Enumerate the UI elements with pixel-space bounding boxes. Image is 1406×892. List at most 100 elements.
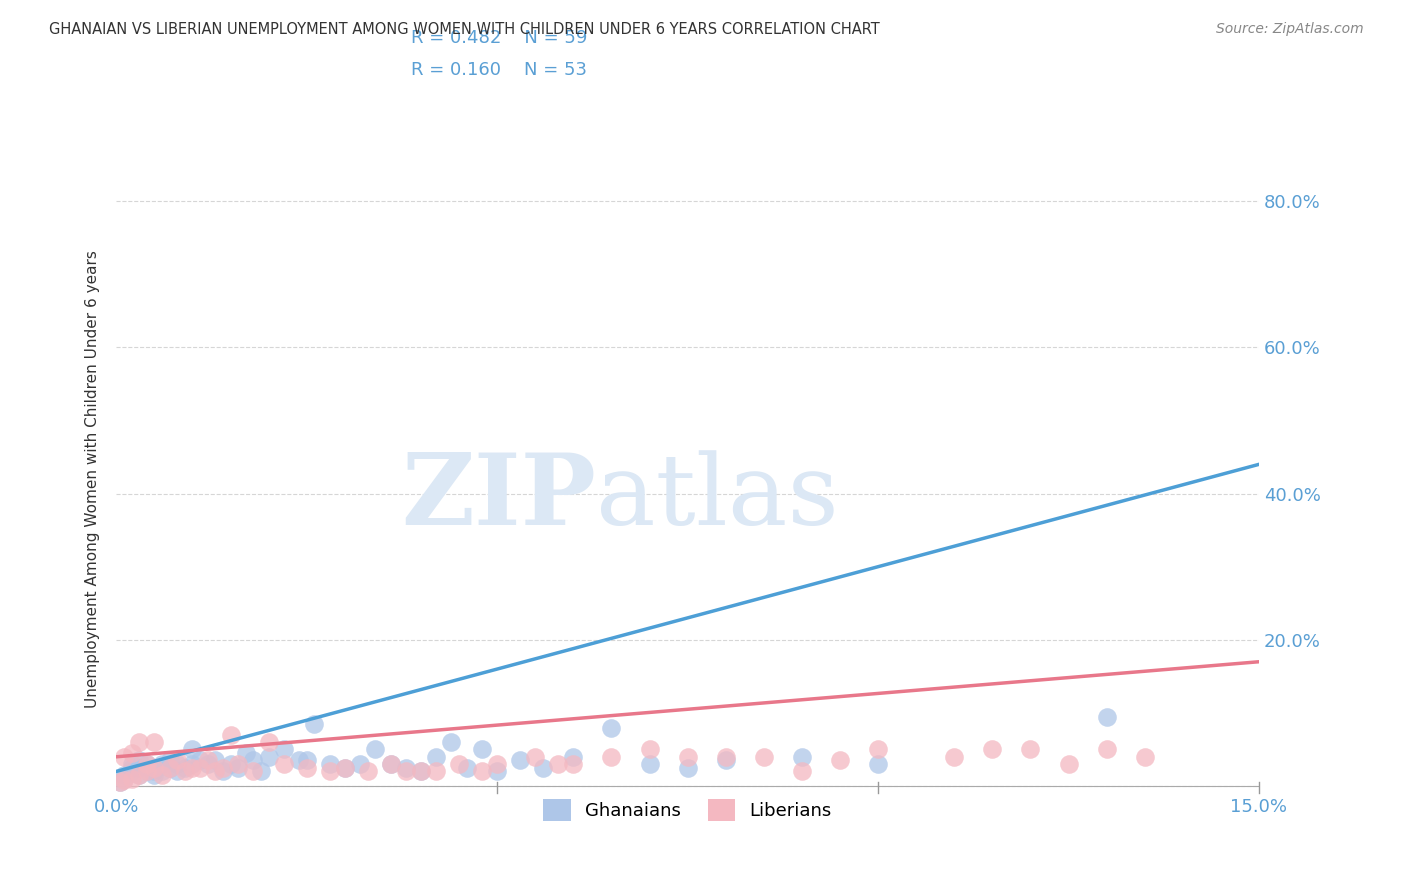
Point bbox=[333, 761, 356, 775]
Point bbox=[1095, 709, 1118, 723]
Point bbox=[531, 761, 554, 775]
Point bbox=[242, 764, 264, 779]
Point bbox=[212, 764, 235, 779]
Point bbox=[226, 761, 249, 775]
Point bbox=[349, 757, 371, 772]
Point bbox=[159, 761, 181, 775]
Point bbox=[395, 761, 418, 775]
Point bbox=[471, 742, 494, 756]
Text: Source: ZipAtlas.com: Source: ZipAtlas.com bbox=[1216, 22, 1364, 37]
Point bbox=[486, 757, 509, 772]
Point bbox=[204, 764, 226, 779]
Point bbox=[143, 735, 166, 749]
Point bbox=[273, 757, 295, 772]
Point bbox=[135, 764, 157, 779]
Point bbox=[121, 746, 143, 760]
Point bbox=[600, 749, 623, 764]
Point bbox=[112, 749, 135, 764]
Point bbox=[273, 742, 295, 756]
Point bbox=[676, 749, 699, 764]
Point bbox=[471, 764, 494, 779]
Point bbox=[486, 764, 509, 779]
Point bbox=[524, 749, 547, 764]
Point bbox=[600, 721, 623, 735]
Point bbox=[188, 761, 211, 775]
Point bbox=[150, 768, 173, 782]
Point bbox=[509, 754, 531, 768]
Point bbox=[166, 754, 188, 768]
Point bbox=[456, 761, 478, 775]
Point bbox=[638, 742, 661, 756]
Point bbox=[181, 757, 204, 772]
Point bbox=[638, 757, 661, 772]
Point bbox=[159, 761, 181, 775]
Text: ZIP: ZIP bbox=[401, 450, 596, 546]
Point bbox=[219, 728, 242, 742]
Point bbox=[257, 749, 280, 764]
Point bbox=[128, 761, 150, 775]
Point bbox=[204, 754, 226, 768]
Point bbox=[380, 757, 402, 772]
Point bbox=[197, 757, 219, 772]
Point bbox=[143, 768, 166, 782]
Y-axis label: Unemployment Among Women with Children Under 6 years: Unemployment Among Women with Children U… bbox=[86, 250, 100, 708]
Point bbox=[1133, 749, 1156, 764]
Point bbox=[188, 754, 211, 768]
Point bbox=[295, 761, 318, 775]
Point bbox=[981, 742, 1004, 756]
Point bbox=[197, 754, 219, 768]
Point bbox=[235, 746, 257, 760]
Point bbox=[1057, 757, 1080, 772]
Point bbox=[304, 717, 326, 731]
Point bbox=[112, 772, 135, 786]
Point bbox=[790, 749, 813, 764]
Point bbox=[181, 761, 204, 775]
Point bbox=[868, 742, 890, 756]
Point bbox=[108, 775, 131, 789]
Point bbox=[425, 764, 447, 779]
Point bbox=[166, 764, 188, 779]
Point bbox=[108, 775, 131, 789]
Point bbox=[112, 773, 135, 788]
Point bbox=[143, 761, 166, 775]
Point bbox=[288, 754, 311, 768]
Point bbox=[409, 764, 432, 779]
Point bbox=[173, 761, 195, 775]
Point bbox=[318, 757, 340, 772]
Point bbox=[356, 764, 378, 779]
Point bbox=[318, 764, 340, 779]
Point bbox=[395, 764, 418, 779]
Point bbox=[425, 749, 447, 764]
Text: R = 0.482    N = 59: R = 0.482 N = 59 bbox=[411, 29, 586, 46]
Point bbox=[295, 754, 318, 768]
Point bbox=[364, 742, 387, 756]
Point bbox=[143, 764, 166, 779]
Point bbox=[121, 757, 143, 772]
Point bbox=[143, 761, 166, 775]
Point bbox=[943, 749, 966, 764]
Text: R = 0.160    N = 53: R = 0.160 N = 53 bbox=[411, 61, 586, 78]
Legend: Ghanaians, Liberians: Ghanaians, Liberians bbox=[536, 792, 839, 829]
Point bbox=[257, 735, 280, 749]
Point bbox=[121, 772, 143, 786]
Point bbox=[547, 757, 569, 772]
Point bbox=[135, 757, 157, 772]
Point bbox=[166, 757, 188, 772]
Point bbox=[1019, 742, 1042, 756]
Point bbox=[440, 735, 463, 749]
Point bbox=[714, 749, 737, 764]
Point bbox=[181, 742, 204, 756]
Point bbox=[676, 761, 699, 775]
Point bbox=[121, 764, 143, 779]
Point bbox=[135, 757, 157, 772]
Point bbox=[409, 764, 432, 779]
Point bbox=[380, 757, 402, 772]
Point bbox=[226, 757, 249, 772]
Point bbox=[128, 735, 150, 749]
Point bbox=[828, 754, 851, 768]
Point bbox=[128, 768, 150, 782]
Point bbox=[212, 761, 235, 775]
Point bbox=[150, 757, 173, 772]
Point bbox=[150, 764, 173, 779]
Point bbox=[219, 757, 242, 772]
